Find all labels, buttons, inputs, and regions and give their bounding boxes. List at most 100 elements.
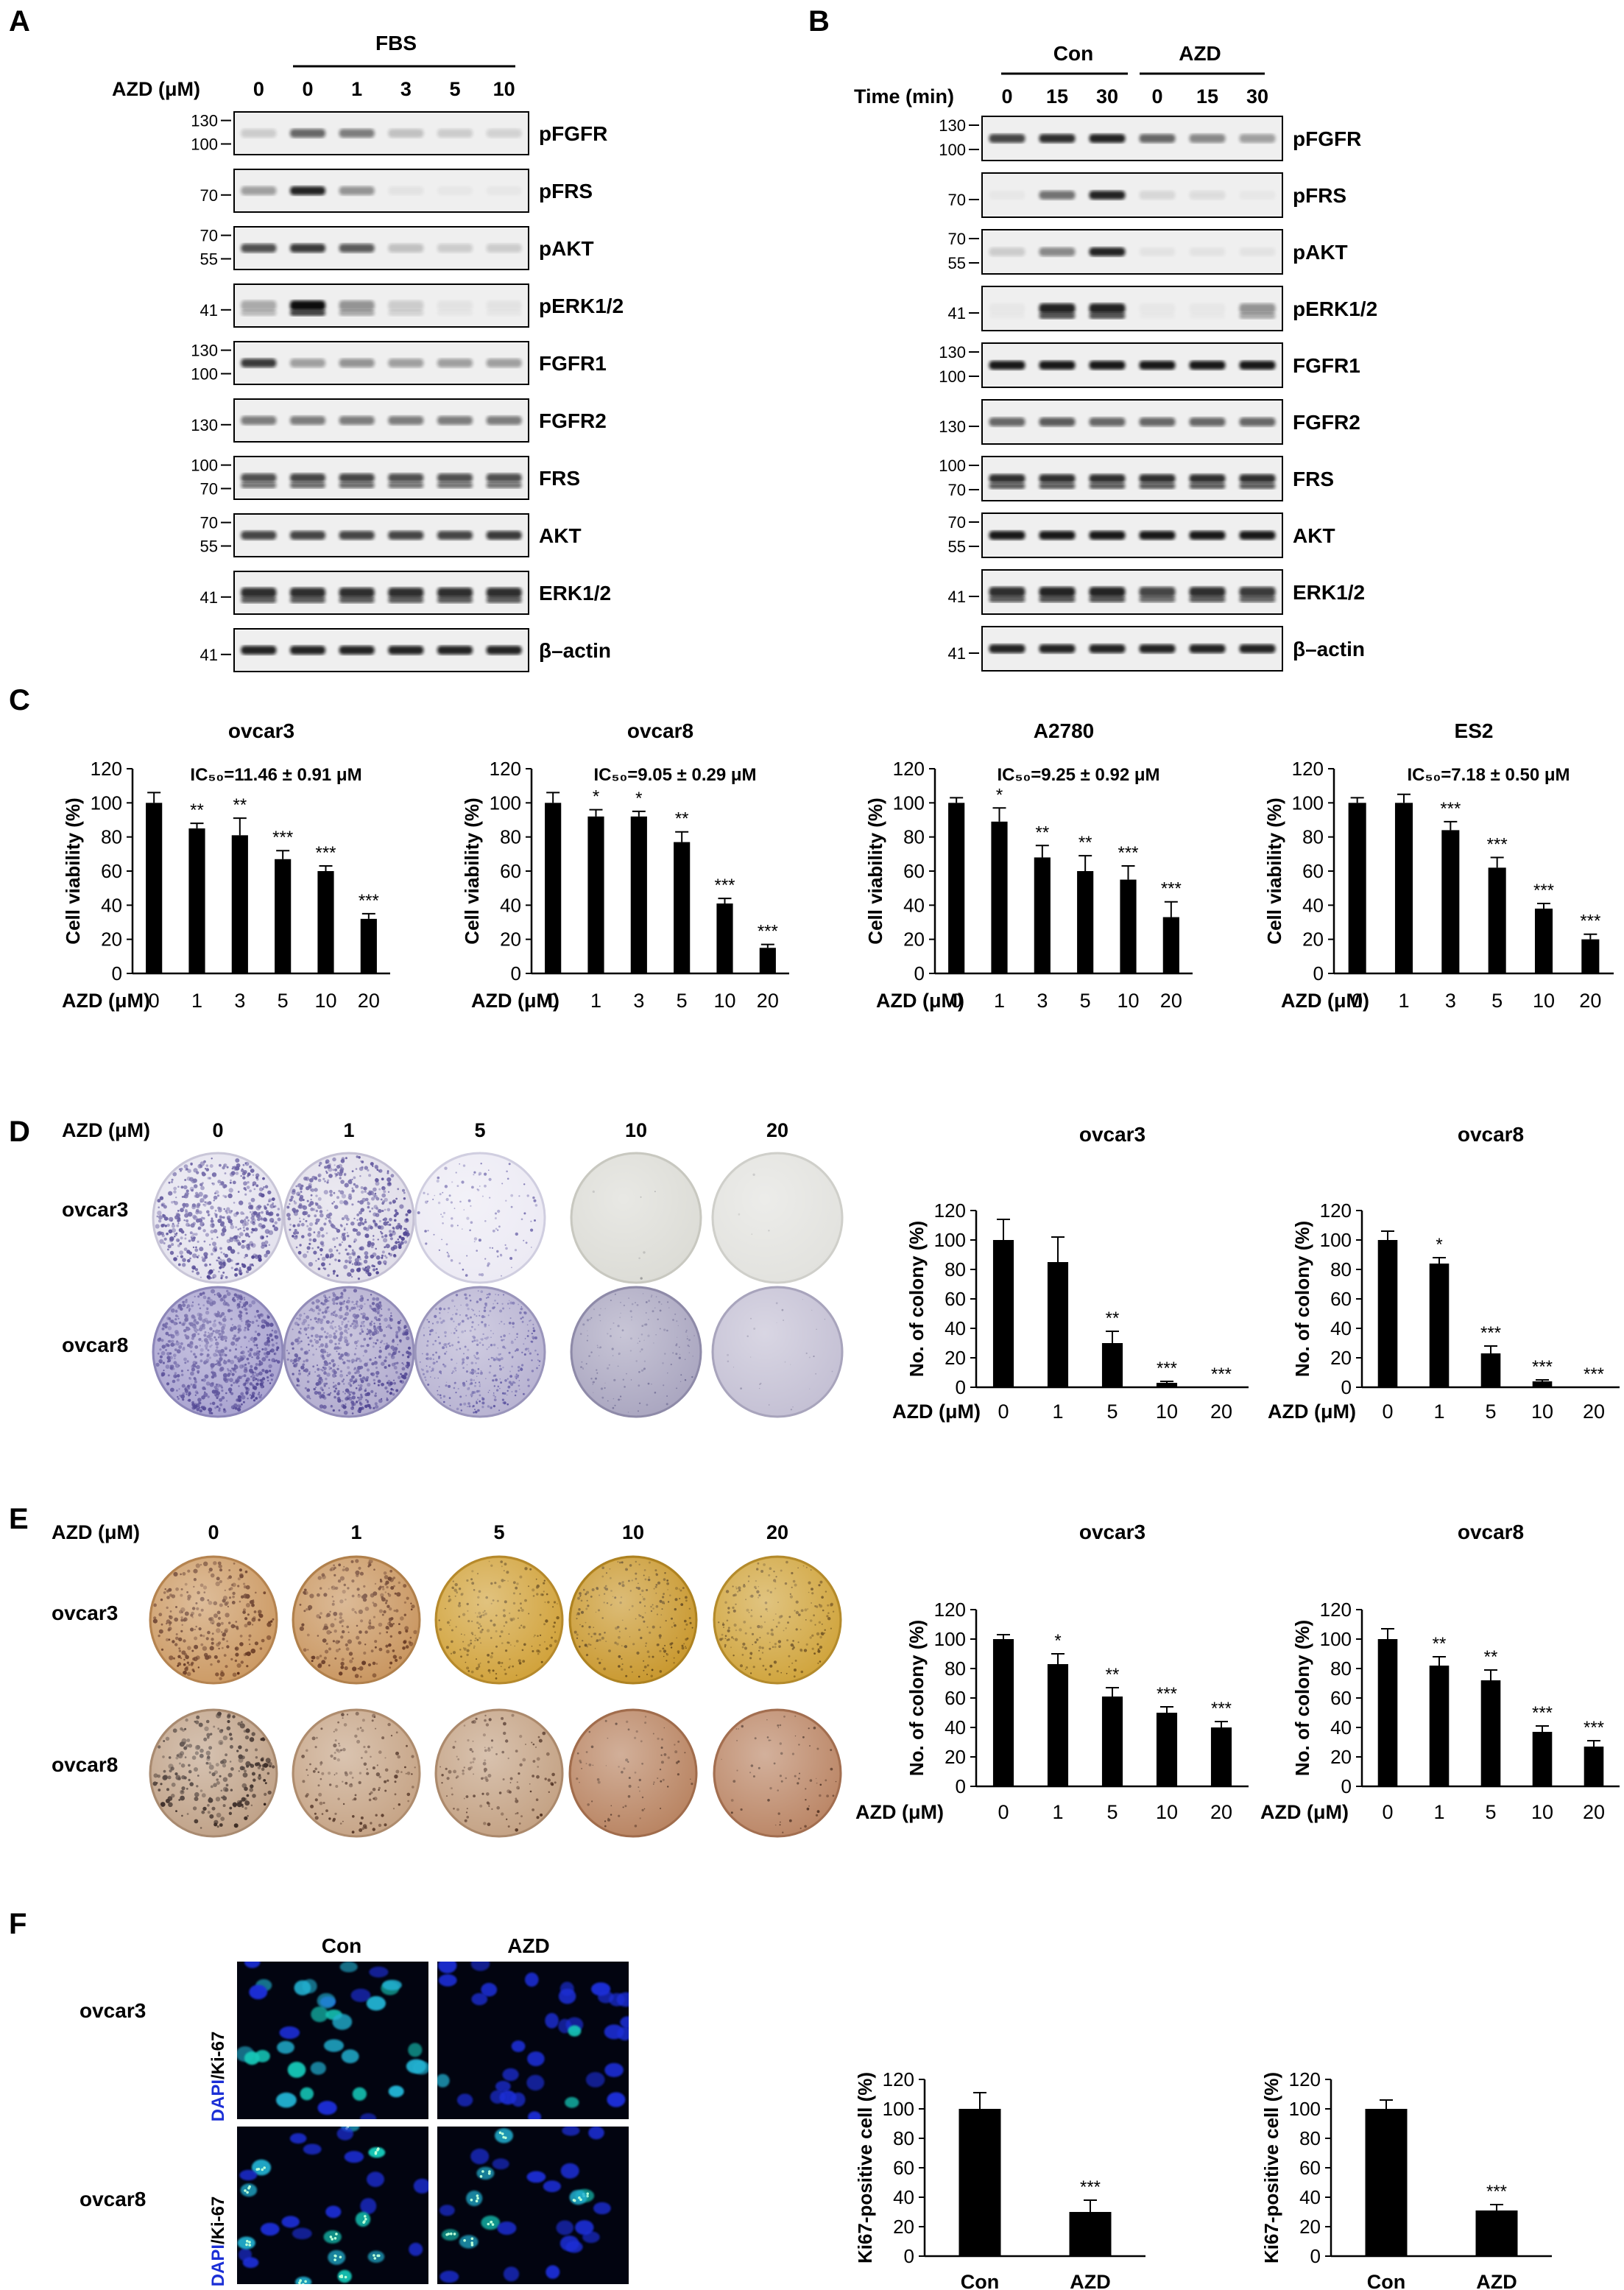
x-axis-label: AZD (μM)	[1260, 1801, 1349, 1823]
bar	[1441, 830, 1460, 973]
x-axis-label: AZD (μM)	[892, 1401, 981, 1423]
blot-band	[1089, 134, 1126, 143]
blot-band	[1089, 418, 1126, 426]
culture-dish-icon	[570, 1152, 702, 1284]
category-label: 1	[1433, 1801, 1444, 1823]
row-label-ovcar3: ovcar3	[62, 1198, 128, 1221]
blot-band	[1039, 587, 1076, 597]
blot-strip	[233, 341, 529, 385]
x-axis-label: AZD (μM)	[1268, 1401, 1356, 1423]
blot-strip	[981, 342, 1283, 388]
blot-strip	[981, 229, 1283, 275]
blot-band	[1039, 474, 1076, 483]
y-tick-label: 80	[1330, 1258, 1352, 1280]
blot-band	[290, 416, 325, 425]
y-tick-label: 40	[101, 894, 122, 916]
blot-band	[388, 588, 424, 598]
blot-band	[290, 531, 325, 540]
protein-label: FGFR2	[539, 409, 607, 432]
blot-band	[1139, 587, 1176, 597]
blot-band	[339, 310, 375, 316]
blot-erk1-2: ERK1/2 41	[948, 569, 1365, 615]
category-label: 5	[1485, 1801, 1496, 1823]
y-tick-label: 20	[1330, 1746, 1352, 1768]
blot-band	[486, 300, 522, 311]
category-label: 0	[998, 1401, 1009, 1423]
blot-band	[1139, 134, 1176, 143]
blot-band	[437, 416, 473, 425]
y-tick-label: 80	[893, 2127, 914, 2149]
blot-band	[290, 646, 325, 655]
lane-label: 15	[1046, 85, 1068, 108]
lane-label: 3	[400, 78, 412, 100]
protein-label: ERK1/2	[1293, 581, 1365, 604]
blot-band	[241, 359, 277, 367]
blot-pakt: pAKT 70 55	[948, 229, 1348, 275]
category-label: 0	[998, 1801, 1009, 1823]
blot-band	[1140, 303, 1176, 314]
dish-sheen	[716, 1558, 839, 1682]
blot-band	[989, 483, 1025, 489]
blot-band	[437, 646, 473, 655]
significance-marker: **	[190, 800, 204, 820]
blot-band	[437, 473, 473, 482]
category-label: Con	[1367, 2271, 1405, 2290]
y-tick-label: 0	[914, 962, 925, 984]
y-tick-label: 120	[490, 758, 521, 780]
significance-marker: **	[1106, 1308, 1120, 1328]
y-tick-label: 20	[945, 1347, 966, 1369]
blot-band	[437, 300, 473, 311]
dose-label: 20	[766, 1119, 788, 1141]
category-label: 0	[548, 990, 559, 1012]
bar	[1077, 871, 1094, 973]
blot-band	[388, 129, 424, 138]
blot-band	[388, 300, 424, 311]
y-tick-label: 40	[945, 1716, 966, 1738]
significance-marker: ***	[758, 922, 778, 942]
blot-band	[1089, 474, 1126, 483]
category-label: 1	[590, 990, 601, 1012]
y-tick-label: 80	[1299, 2127, 1321, 2149]
bar	[1534, 908, 1553, 973]
mw-marker: 70	[948, 230, 966, 248]
stain-label-row2: DAPI/Ki-67	[208, 2196, 228, 2287]
blot-band	[241, 482, 277, 488]
panel-letter-b: B	[808, 5, 830, 38]
y-tick-label: 60	[1302, 860, 1324, 882]
x-axis-label: AZD (μM)	[471, 990, 559, 1012]
y-tick-label: 60	[903, 860, 925, 882]
significance-marker: ***	[1532, 1357, 1553, 1377]
blot-band	[241, 186, 277, 195]
significance-marker: ***	[1584, 1718, 1604, 1738]
mw-marker: 55	[200, 250, 218, 269]
blot-band	[290, 482, 325, 488]
mw-marker: 130	[191, 342, 218, 360]
lane-label: 30	[1246, 85, 1268, 108]
category-label: 10	[1531, 1801, 1553, 1823]
blot-band	[388, 359, 424, 367]
fluorescence-image-icon	[437, 2127, 629, 2284]
blot-band	[1089, 247, 1126, 256]
blot-band	[1189, 531, 1226, 540]
blot-strip	[981, 626, 1283, 672]
blot-band	[989, 361, 1025, 370]
significance-marker: *	[996, 785, 1003, 805]
bar	[317, 871, 334, 973]
dish-sheen	[571, 1711, 695, 1835]
blot-pfrs: pFRS 70	[200, 169, 593, 213]
y-tick-label: 100	[883, 2098, 914, 2120]
dapi-label: DAPI	[208, 2079, 228, 2121]
y-tick-label: 60	[945, 1288, 966, 1310]
blot-band	[339, 129, 375, 138]
dish-sheen	[155, 1289, 281, 1415]
y-tick-label: 80	[1302, 826, 1324, 848]
significance-marker: **	[1484, 1647, 1498, 1667]
y-tick-label: 100	[1320, 1628, 1352, 1650]
blot-strip	[981, 286, 1283, 331]
blot-band	[290, 588, 325, 598]
mw-marker: 41	[948, 644, 966, 663]
mw-marker: 130	[191, 112, 218, 130]
mw-marker: 100	[939, 141, 966, 159]
